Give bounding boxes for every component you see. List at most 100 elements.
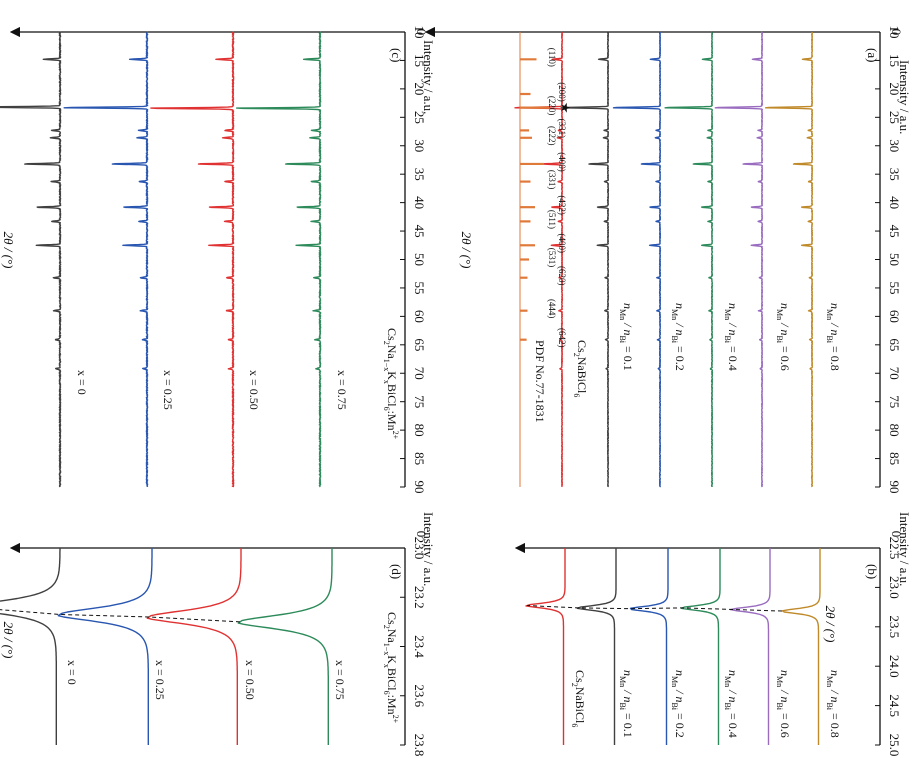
panel-c-tick-label: 85 — [412, 452, 427, 465]
panel-a-star-marker: ★ — [558, 102, 573, 114]
panel-a-label-0.2: nMn / nBi = 0.2 — [670, 303, 687, 371]
panel-a-tick-label: 70 — [887, 367, 902, 380]
panel-a-trace-0 — [764, 31, 814, 488]
panel-d-ticks: 23.0 23.2 23.4 23.6 23.8 — [400, 537, 427, 757]
panel-d-trace-0 — [237, 548, 333, 745]
panel-a-tick-label: 40 — [887, 196, 902, 209]
panel-a-tick-label: 20 — [887, 82, 902, 95]
panel-a-tick-label: 35 — [887, 168, 902, 181]
panel-a-label-pdf: PDF No.77-1831 — [533, 340, 547, 423]
panel-c-trace-2 — [63, 31, 149, 488]
panel-d-tick-label: 23.8 — [412, 734, 427, 757]
panel-d-trace-2 — [57, 548, 153, 745]
panel-a-hkl-label: (620) — [557, 266, 567, 286]
panel-d-label-0: x = 0 — [65, 660, 79, 685]
panel-c-angle-title: 2θ / (°) — [1, 232, 16, 269]
panel-a-label-0.6: nMn / nBi = 0.6 — [775, 303, 792, 371]
panel-b-intensity-title: Intensity / a.u. — [897, 512, 912, 586]
panel-d-intensity-title: Intensity / a.u. — [421, 512, 436, 586]
panel-c-formula: Cs2Na1−xKxBiCl6:Mn2+ — [382, 328, 400, 440]
panel-a-hkl-label: (331) — [557, 119, 567, 139]
panel-a-trace-4 — [560, 31, 610, 488]
panel-c-tick-label: 20 — [412, 82, 427, 95]
panel-b-label-0.6: nMn / nBi = 0.6 — [775, 670, 792, 738]
panel-b-trace-1 — [729, 548, 771, 745]
panel-c-tick-label: 35 — [412, 168, 427, 181]
panel-a-tick-label: 65 — [887, 338, 902, 351]
panel-b-label-0.1: nMn / nBi = 0.1 — [618, 670, 635, 738]
panel-b-traces — [525, 548, 821, 745]
panel-c-trace-3 — [0, 31, 62, 488]
panel-b-angle-title: 2θ / (°) — [823, 606, 838, 643]
panel-a-trace-2 — [664, 31, 714, 488]
panel-c-letter: (c) — [389, 48, 404, 62]
panel-d-letter: (d) — [389, 564, 404, 579]
panel-a-traces: (110)(200)(220)(331)(222)(400)(331)(422)… — [514, 31, 814, 488]
panel-b-zero-label: 0 — [889, 531, 904, 538]
panel-c-tick-label: 30 — [412, 139, 427, 152]
panel-a-hkl-label: (331) — [547, 170, 557, 190]
panel-b: 22.5 23.0 23.5 24.0 24.5 25.0 0 Intensity / a… — [514, 512, 912, 757]
panel-a-hkl-label: (642) — [557, 328, 567, 348]
panel-d: 23.023.223.423.623.8 0 Intensity / a.u. … — [0, 512, 436, 756]
panel-b-ticks: 22.5 23.0 23.5 24.0 24.5 25.0 — [875, 537, 902, 757]
panel-a-zero-label: 0 — [889, 29, 904, 36]
panel-b-trace-5 — [525, 548, 566, 745]
panel-a-tick-label: 90 — [887, 481, 902, 494]
panel-d-label-0.75: x = 0.75 — [333, 660, 347, 700]
panel-a-hkl-label: (200) — [557, 82, 567, 102]
panel-b-trace-2 — [680, 548, 721, 745]
panel-a-tick-label: 10 — [887, 26, 902, 39]
panel-b-trace-0 — [781, 548, 821, 745]
panel-c-tick-label: 90 — [412, 481, 427, 494]
panel-b-trace-4 — [576, 548, 617, 745]
panel-a-tick-label: 25 — [887, 111, 902, 124]
panel-a-hkl-label: (531) — [547, 248, 557, 268]
panel-c-label-0.25: x = 0.25 — [161, 370, 175, 410]
panel-a-tick-label: 60 — [887, 310, 902, 323]
panel-d-tick-label: 23.0 — [412, 537, 427, 560]
panel-c-tick-label: 10 — [412, 26, 427, 39]
panel-a-hkl-label: (400) — [557, 234, 567, 254]
panel-a-hkl-label: (220) — [547, 96, 557, 116]
panel-c-tick-label: 55 — [412, 281, 427, 294]
panel-c-ticks: 10 15 20 25 30 35 40 45 50 55 60 65 70 75 80 85 90 — [400, 26, 427, 494]
panel-c-label-0.50: x = 0.50 — [247, 370, 261, 410]
panel-d-zero-label: 0 — [414, 531, 429, 538]
panel-d-tick-label: 23.6 — [412, 684, 427, 707]
panel-c-intensity-title: Intensity / a.u. — [421, 40, 436, 114]
panel-a-hkl-label: (422) — [557, 195, 567, 215]
panel-a-tick-label: 15 — [887, 54, 902, 67]
panel-a-hkl-label: (444) — [547, 299, 557, 319]
panel-a-ticks: 10 15 20 25 30 35 40 45 50 55 60 65 70 75 80 85 90 — [875, 26, 902, 494]
panel-d-tick-label: 23.4 — [412, 635, 427, 658]
panel-d-trace-3 — [0, 548, 61, 745]
panel-c-tick-label: 15 — [412, 54, 427, 67]
panel-b-tick-label: 25.0 — [887, 734, 902, 757]
panel-c-tick-label: 50 — [412, 253, 427, 266]
panel-b-tick-label: 22.5 — [887, 537, 902, 560]
panel-b-trace-3 — [629, 548, 669, 745]
panel-c-tick-label: 25 — [412, 111, 427, 124]
panel-b-label-0.4: nMn / nBi = 0.4 — [723, 670, 740, 738]
panel-a-tick-label: 50 — [887, 253, 902, 266]
panel-c: 10 15 20 25 30 35 40 45 50 55 60 65 70 75 80 85 90 0 Int… — [0, 26, 436, 494]
panel-c-tick-label: 75 — [412, 395, 427, 408]
panel-b-label-0.8: nMn / nBi = 0.8 — [825, 670, 842, 738]
panel-b-tick-label: 24.5 — [887, 694, 902, 717]
panel-a-label-0.8: nMn / nBi = 0.8 — [825, 303, 842, 371]
panel-d-tick-label: 23.2 — [412, 586, 427, 609]
panel-a-tick-label: 85 — [887, 452, 902, 465]
panel-d-angle-title: 2θ / (°) — [1, 622, 16, 659]
panel-d-label-0.50: x = 0.50 — [243, 660, 257, 700]
panel-a-label-0.4: nMn / nBi = 0.4 — [723, 303, 740, 371]
panel-a-intensity-title: Intensity / a.u. — [897, 60, 912, 134]
panel-a-label-compound: Cs2NaBiCl6 — [572, 340, 589, 397]
panel-c-tick-label: 65 — [412, 338, 427, 351]
panel-c-label-0: x = 0 — [75, 370, 89, 395]
panel-a-trace-1 — [714, 31, 764, 488]
panel-d-label-0.25: x = 0.25 — [153, 660, 167, 700]
panel-a: 10 15 20 25 30 35 40 45 50 55 60 65 70 75 80 85 90 (110)… — [424, 26, 912, 494]
panel-c-trace-0 — [235, 31, 322, 488]
panel-d-formula: Cs2Na1−xKxBiCl6:Mn2+ — [382, 612, 400, 724]
